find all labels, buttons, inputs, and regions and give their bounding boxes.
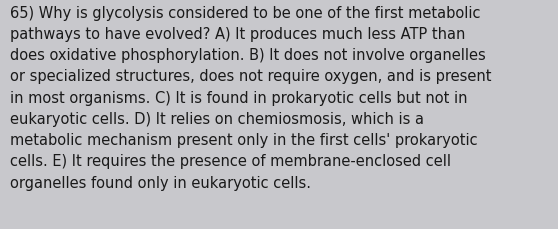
Text: 65) Why is glycolysis considered to be one of the first metabolic
pathways to ha: 65) Why is glycolysis considered to be o… [10, 6, 492, 190]
